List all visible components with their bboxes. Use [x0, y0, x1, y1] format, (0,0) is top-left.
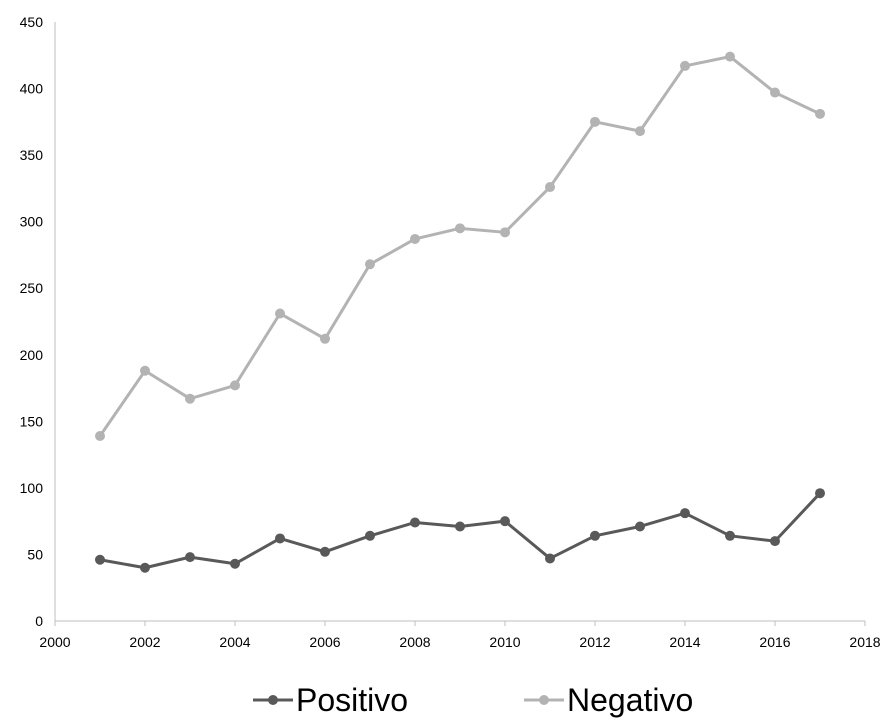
- y-tick-labels: 0 50 100 150 200 250 300 350 400 450: [20, 14, 44, 629]
- series-line-negativo: [98, 55, 821, 437]
- y-tick-label: 150: [20, 413, 44, 429]
- x-tick-label: 2014: [669, 634, 700, 650]
- legend-item-positivo: Positivo: [253, 682, 408, 718]
- x-tick-label: 2016: [759, 634, 790, 650]
- y-tick-label: 400: [20, 81, 44, 97]
- legend-label-negativo: Negativo: [567, 682, 693, 718]
- x-tick-label: 2000: [39, 634, 70, 650]
- data-point-positivo: [230, 558, 240, 569]
- data-point-negativo: [725, 51, 735, 62]
- y-tick-label: 250: [20, 280, 44, 296]
- data-point-negativo: [455, 223, 465, 234]
- legend: Positivo Negativo: [253, 682, 693, 718]
- legend-swatch-marker: [268, 695, 278, 705]
- data-point-positivo: [770, 536, 780, 547]
- data-point-negativo: [410, 233, 420, 244]
- data-point-negativo: [320, 333, 330, 344]
- data-point-negativo: [230, 380, 240, 391]
- data-point-positivo: [185, 552, 195, 563]
- x-tick-label: 2012: [579, 634, 610, 650]
- x-tick-label: 2006: [309, 634, 340, 650]
- x-tick-label: 2002: [129, 634, 160, 650]
- y-tick-label: 50: [27, 546, 43, 562]
- data-point-positivo: [635, 521, 645, 532]
- data-point-negativo: [680, 60, 690, 71]
- data-point-positivo: [590, 530, 600, 541]
- x-tick-label: 2010: [489, 634, 520, 650]
- legend-label-positivo: Positivo: [296, 682, 408, 718]
- data-point-positivo: [545, 553, 555, 564]
- x-tick-label: 2004: [219, 634, 250, 650]
- data-point-positivo: [455, 521, 465, 532]
- data-point-negativo: [545, 182, 555, 193]
- legend-item-negativo: Negativo: [524, 682, 693, 718]
- y-tick-label: 200: [20, 347, 44, 363]
- data-point-positivo: [410, 517, 420, 528]
- data-point-positivo: [725, 530, 735, 541]
- data-point-positivo: [320, 546, 330, 557]
- data-point-negativo: [815, 108, 825, 119]
- x-tick-labels: 2000 2002 2004 2006 2008 2010 2012 2014 2016 2018: [39, 621, 881, 650]
- data-point-negativo: [365, 259, 375, 270]
- data-point-negativo: [770, 87, 780, 98]
- y-tick-label: 350: [20, 147, 44, 163]
- x-tick-label: 2008: [399, 634, 430, 650]
- data-point-negativo: [185, 393, 195, 404]
- axes: [54, 22, 865, 622]
- y-tick-label: 100: [20, 480, 44, 496]
- data-point-positivo: [275, 533, 285, 544]
- y-tick-label: 450: [20, 14, 44, 30]
- y-tick-label: 0: [35, 613, 43, 629]
- x-tick-label: 2018: [849, 634, 880, 650]
- data-point-positivo: [815, 488, 825, 499]
- series-negativo: [95, 51, 825, 441]
- data-point-positivo: [140, 562, 150, 573]
- series-layer: [95, 51, 825, 573]
- data-point-positivo: [680, 508, 690, 519]
- data-point-negativo: [590, 116, 600, 127]
- data-point-negativo: [275, 308, 285, 319]
- data-point-negativo: [95, 430, 105, 441]
- y-tick-label: 300: [20, 214, 44, 230]
- legend-swatch-marker: [539, 695, 549, 705]
- data-point-positivo: [95, 554, 105, 565]
- data-point-negativo: [500, 227, 510, 238]
- series-positivo: [95, 488, 825, 573]
- data-point-negativo: [140, 365, 150, 376]
- data-point-positivo: [500, 516, 510, 527]
- data-point-negativo: [635, 126, 645, 137]
- data-point-positivo: [365, 530, 375, 541]
